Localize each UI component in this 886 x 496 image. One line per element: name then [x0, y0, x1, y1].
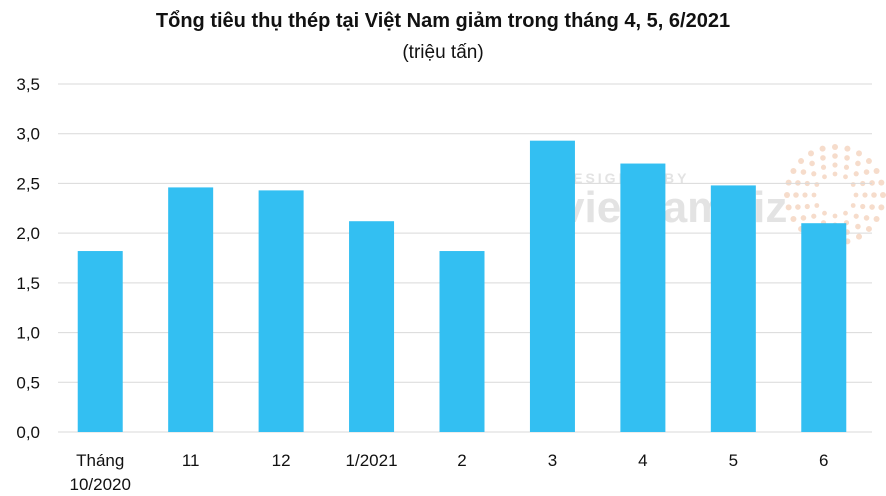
bar [529, 140, 575, 432]
x-tick-label: 1/2021 [346, 451, 398, 470]
bar [439, 251, 485, 432]
y-tick-label: 3,5 [16, 75, 40, 94]
bar [349, 221, 395, 432]
x-tick-label: 12 [272, 451, 291, 470]
y-tick-label: 2,0 [16, 224, 40, 243]
bar [801, 223, 847, 432]
y-tick-label: 3,0 [16, 125, 40, 144]
watermark: DESIGNED BY vietnambiz [560, 144, 886, 246]
x-tick-label: 11 [182, 451, 200, 470]
bar [258, 190, 304, 432]
x-tick-label: 5 [729, 451, 738, 470]
bar [620, 163, 666, 433]
chart-subtitle: (triệu tấn) [402, 42, 484, 63]
watermark-sun-icon [784, 144, 886, 246]
y-tick-label: 1,5 [16, 274, 40, 293]
y-tick-label: 1,0 [16, 324, 40, 343]
chart-title: Tổng tiêu thụ thép tại Việt Nam giảm tro… [155, 10, 731, 32]
x-tick-label: 6 [819, 451, 828, 470]
y-tick-label: 0,0 [16, 423, 40, 442]
bar [168, 187, 214, 432]
bar [710, 185, 756, 432]
x-tick-label: 4 [638, 451, 647, 470]
bar [77, 251, 123, 432]
y-tick-label: 2,5 [16, 174, 40, 193]
x-tick-label: Tháng [76, 451, 124, 470]
x-tick-label: 3 [548, 451, 557, 470]
x-axis-ticks: Tháng 10/2020 11 12 1/2021 2 3 4 5 6 [69, 451, 828, 494]
y-tick-label: 0,5 [16, 373, 40, 392]
x-tick-label: 2 [457, 451, 466, 470]
x-tick-label: 10/2020 [69, 475, 130, 494]
bars [77, 140, 847, 433]
y-axis-ticks: 0,0 0,5 1,0 1,5 2,0 2,5 3,0 3,5 [16, 75, 40, 442]
